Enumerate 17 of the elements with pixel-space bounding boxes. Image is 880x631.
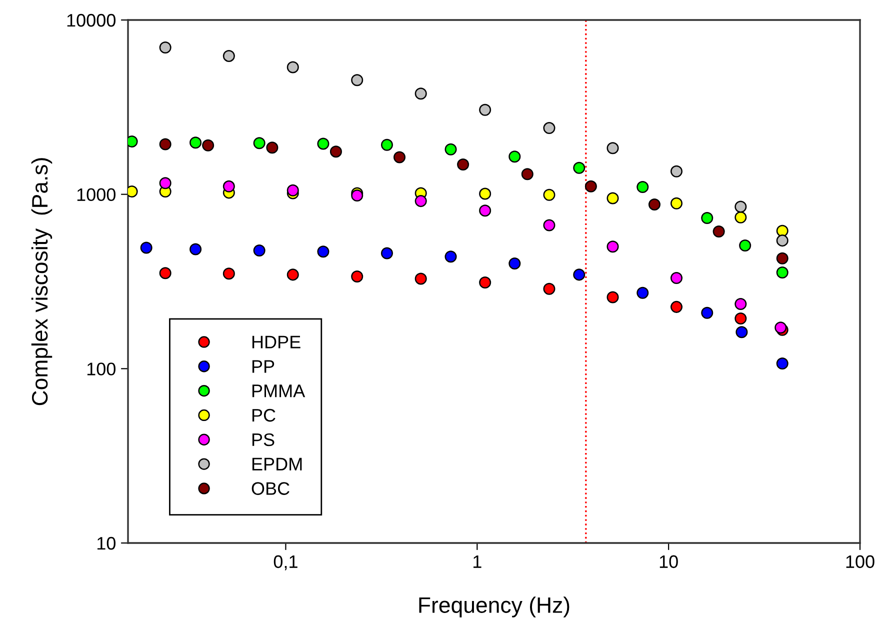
legend-label: OBC [252, 482, 290, 495]
y-tick-label: 10 [97, 536, 116, 550]
legend-label: PP [252, 360, 274, 373]
x-tick-label: 0,1 [274, 555, 298, 570]
y-axis-title: Complex viscosity (Pa.s) [31, 158, 52, 406]
x-tick-label: 1 [474, 555, 482, 568]
legend-label: PS [252, 433, 274, 446]
legend-label: EPDM [252, 458, 302, 470]
y-tick-label: 1000 [77, 188, 116, 202]
x-tick-label: 10 [660, 555, 678, 568]
y-tick-label: 10000 [67, 14, 116, 27]
x-axis-title: Frequency (Hz) [419, 596, 570, 618]
legend-label: HDPE [252, 336, 300, 348]
legend-label: PC [252, 408, 276, 422]
x-tick-label: 100 [846, 555, 874, 568]
y-tick-label: 100 [87, 362, 116, 376]
legend-label: PMMA [252, 384, 306, 398]
